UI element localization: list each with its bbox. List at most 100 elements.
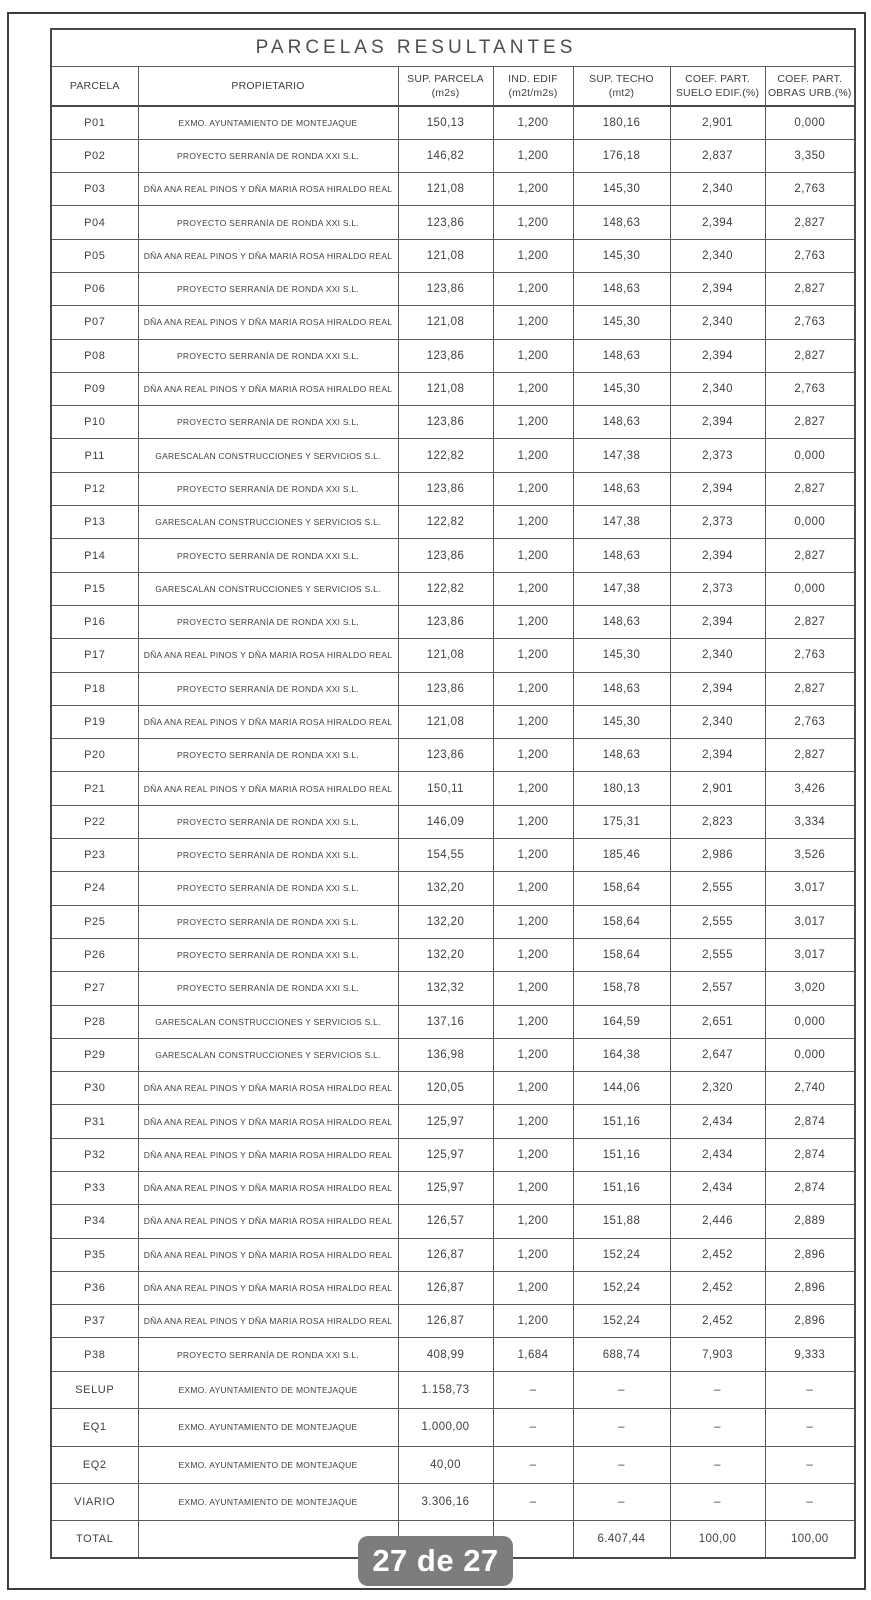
cell-parcela: P35 (50, 1237, 139, 1272)
cell-coef-obras: 2,827 (764, 604, 856, 640)
cell-ind-edif: 1,200 (492, 205, 574, 240)
cell-coef-suelo: 2,452 (669, 1304, 766, 1339)
cell-parcela: P10 (50, 405, 139, 440)
col-sup-parcela: SUP. PARCELA (m2s) (397, 65, 494, 107)
cell-coef-obras: 2,889 (764, 1204, 856, 1239)
cell-parcela: P36 (50, 1270, 139, 1306)
cell-ind-edif: 1,200 (492, 438, 574, 473)
cell-coef-suelo: – (669, 1482, 766, 1522)
cell-ind-edif: 1,200 (492, 305, 574, 340)
cell-coef-obras: 2,763 (764, 638, 856, 673)
cell-coef-obras: 0,000 (764, 438, 856, 473)
cell-coef-suelo: 2,373 (669, 505, 766, 540)
cell-propietario: PROYECTO SERRANÍA DE RONDA XXI S.L. (137, 604, 399, 640)
cell-parcela: P32 (50, 1137, 139, 1173)
cell-sup-parcela: 132,20 (397, 871, 494, 906)
cell-propietario: GARESCALAN CONSTRUCCIONES Y SERVICIOS S.… (137, 1004, 399, 1039)
table-row: P09 DÑA ANA REAL PINOS Y DÑA MARIA ROSA H… (50, 371, 856, 407)
cell-propietario: EXMO. AYUNTAMIENTO DE MONTEJAQUE (137, 1408, 399, 1447)
cell-ind-edif: 1,200 (492, 371, 574, 407)
cell-propietario: GARESCALAN CONSTRUCCIONES Y SERVICIOS S.… (137, 571, 399, 606)
cell-ind-edif: 1,200 (492, 271, 574, 307)
cell-sup-parcela: 146,09 (397, 804, 494, 840)
col-coef-suelo: COEF. PART. SUELO EDIF.(%) (669, 65, 766, 107)
table-row: P11 GARESCALAN CONSTRUCCIONES Y SERVICIOS… (50, 438, 856, 473)
table-row: P05 DÑA ANA REAL PINOS Y DÑA MARIA ROSA H… (50, 238, 856, 273)
cell-coef-suelo: 2,340 (669, 305, 766, 340)
cell-coef-suelo: 2,446 (669, 1204, 766, 1239)
cell-sup-parcela: 132,32 (397, 971, 494, 1006)
cell-sup-techo: 164,59 (572, 1004, 671, 1039)
table-row: P03 DÑA ANA REAL PINOS Y DÑA MARIA ROSA H… (50, 172, 856, 207)
cell-propietario: PROYECTO SERRANÍA DE RONDA XXI S.L. (137, 405, 399, 440)
table-row: P15 GARESCALAN CONSTRUCCIONES Y SERVICIOS… (50, 571, 856, 606)
cell-sup-techo: 175,31 (572, 804, 671, 840)
cell-parcela: P34 (50, 1204, 139, 1239)
cell-coef-suelo: 2,394 (669, 538, 766, 573)
cell-sup-parcela: 126,87 (397, 1237, 494, 1272)
cell-coef-suelo: 2,373 (669, 571, 766, 606)
cell-coef-obras: 2,874 (764, 1137, 856, 1173)
cell-sup-techo: 145,30 (572, 704, 671, 740)
cell-parcela: P16 (50, 604, 139, 640)
cell-sup-techo: 145,30 (572, 371, 671, 407)
cell-parcela: P05 (50, 238, 139, 273)
cell-propietario: EXMO. AYUNTAMIENTO DE MONTEJAQUE (137, 105, 399, 140)
cell-coef-obras: 0,000 (764, 571, 856, 606)
cell-sup-parcela: 126,87 (397, 1304, 494, 1339)
cell-propietario: DÑA ANA REAL PINOS Y DÑA MARIA ROSA HIRA… (137, 1270, 399, 1306)
cell-parcela: P22 (50, 804, 139, 840)
cell-propietario: EXMO. AYUNTAMIENTO DE MONTEJAQUE (137, 1482, 399, 1522)
table-row: EQ1 EXMO. AYUNTAMIENTO DE MONTEJAQUE 1.000… (50, 1408, 856, 1447)
cell-sup-parcela: 123,86 (397, 271, 494, 307)
cell-coef-suelo: 2,986 (669, 838, 766, 873)
cell-coef-obras: 100,00 (764, 1520, 856, 1559)
cell-sup-techo: 151,16 (572, 1104, 671, 1139)
cell-coef-suelo: 2,452 (669, 1237, 766, 1272)
cell-coef-obras: – (764, 1445, 856, 1484)
table-row: P04 PROYECTO SERRANÍA DE RONDA XXI S.L. 12… (50, 205, 856, 240)
cell-ind-edif: 1,200 (492, 638, 574, 673)
cell-sup-techo: 158,64 (572, 871, 671, 906)
cell-ind-edif: 1,200 (492, 904, 574, 939)
cell-propietario: DÑA ANA REAL PINOS Y DÑA MARIA ROSA HIRA… (137, 238, 399, 273)
cell-parcela: EQ1 (50, 1408, 139, 1447)
cell-propietario: DÑA ANA REAL PINOS Y DÑA MARIA ROSA HIRA… (137, 638, 399, 673)
cell-coef-suelo: 2,340 (669, 238, 766, 273)
cell-coef-obras: 3,334 (764, 804, 856, 840)
cell-ind-edif: – (492, 1445, 574, 1484)
cell-coef-obras: 3,526 (764, 838, 856, 873)
cell-sup-techo: 148,63 (572, 205, 671, 240)
cell-ind-edif: 1,200 (492, 704, 574, 740)
cell-propietario: DÑA ANA REAL PINOS Y DÑA MARIA ROSA HIRA… (137, 1204, 399, 1239)
cell-coef-suelo: 2,823 (669, 804, 766, 840)
cell-coef-obras: 2,763 (764, 371, 856, 407)
cell-propietario: PROYECTO SERRANÍA DE RONDA XXI S.L. (137, 937, 399, 973)
table-row: P31 DÑA ANA REAL PINOS Y DÑA MARIA ROSA H… (50, 1104, 856, 1139)
cell-coef-obras: 2,827 (764, 338, 856, 373)
cell-parcela: TOTAL (50, 1520, 139, 1559)
cell-parcela: SELUP (50, 1370, 139, 1410)
cell-sup-parcela: 122,82 (397, 571, 494, 606)
table-row: P27 PROYECTO SERRANÍA DE RONDA XXI S.L. 13… (50, 971, 856, 1006)
cell-sup-techo: 185,46 (572, 838, 671, 873)
cell-sup-techo: 152,24 (572, 1270, 671, 1306)
cell-coef-suelo: 2,394 (669, 205, 766, 240)
cell-sup-techo: 147,38 (572, 571, 671, 606)
table-row: P21 DÑA ANA REAL PINOS Y DÑA MARIA ROSA H… (50, 771, 856, 806)
cell-ind-edif: 1,200 (492, 671, 574, 706)
cell-sup-parcela: 132,20 (397, 904, 494, 939)
cell-propietario: PROYECTO SERRANÍA DE RONDA XXI S.L. (137, 138, 399, 174)
cell-sup-techo: 151,16 (572, 1170, 671, 1206)
cell-coef-suelo: 2,557 (669, 971, 766, 1006)
cell-parcela: P03 (50, 172, 139, 207)
cell-sup-parcela: 121,08 (397, 704, 494, 740)
cell-ind-edif: 1,200 (492, 1104, 574, 1139)
cell-sup-parcela: 121,08 (397, 172, 494, 207)
cell-coef-suelo: 100,00 (669, 1520, 766, 1559)
table-row: P20 PROYECTO SERRANÍA DE RONDA XXI S.L. 12… (50, 738, 856, 773)
cell-propietario: PROYECTO SERRANÍA DE RONDA XXI S.L. (137, 338, 399, 373)
cell-sup-parcela: 1.000,00 (397, 1408, 494, 1447)
cell-sup-parcela: 137,16 (397, 1004, 494, 1039)
cell-ind-edif: 1,200 (492, 1137, 574, 1173)
